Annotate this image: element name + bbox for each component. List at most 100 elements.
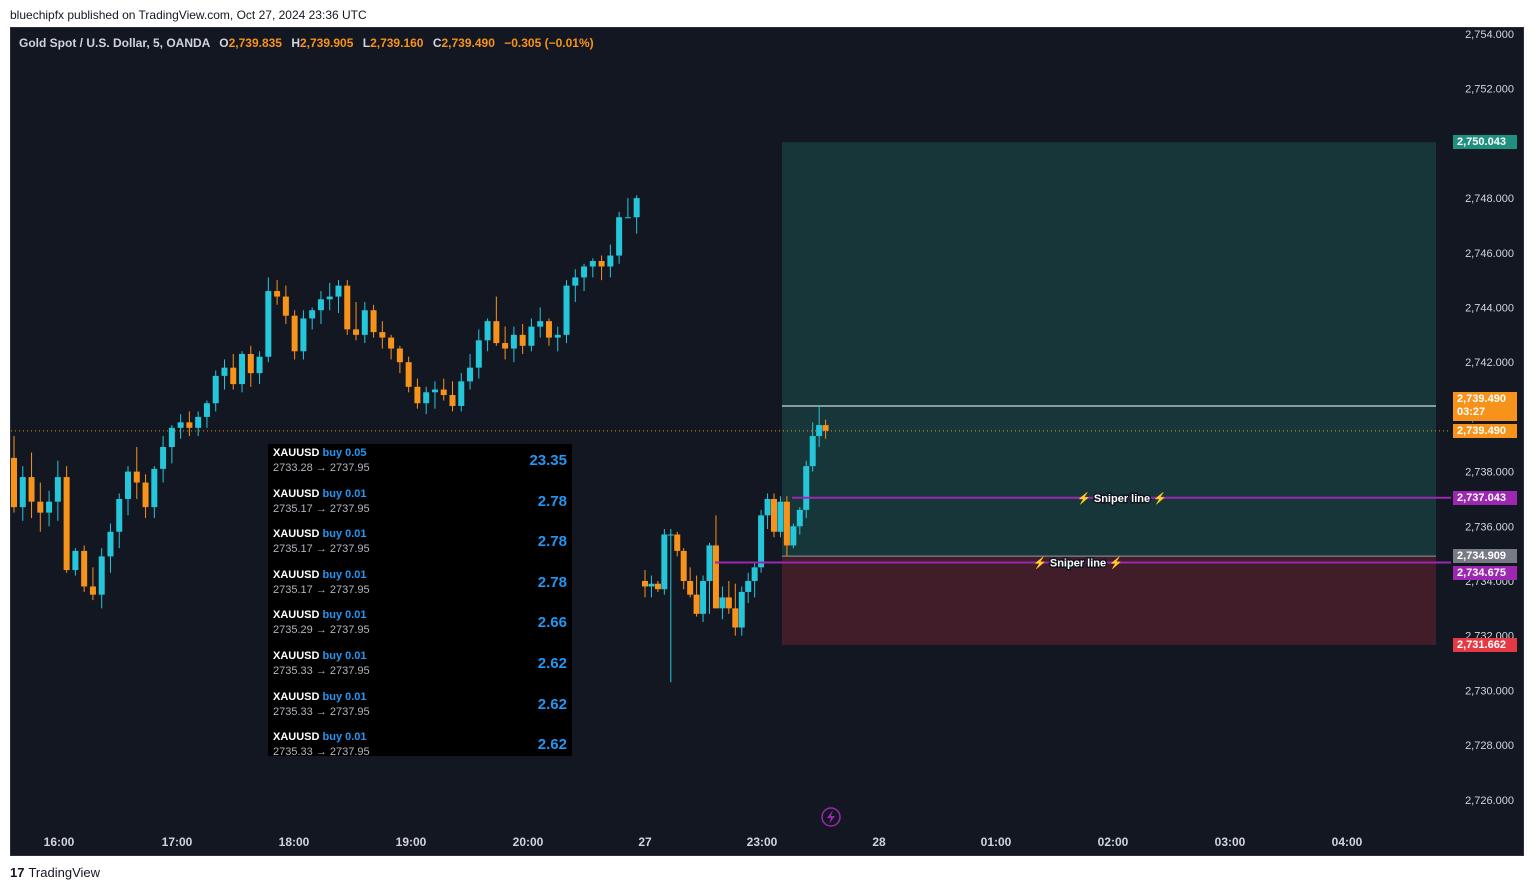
candle-body: [379, 332, 386, 338]
candle-body: [790, 526, 797, 546]
trade-symbol: XAUUSD buy 0.01: [273, 609, 367, 622]
candle-body: [822, 425, 829, 431]
candle-body: [54, 477, 61, 502]
candle-body: [581, 266, 588, 278]
open-value: 2,739.835: [228, 36, 282, 50]
candle-body: [616, 217, 623, 256]
candle-body: [125, 471, 132, 499]
high-value: 2,739.905: [300, 36, 354, 50]
candle-body: [28, 477, 35, 502]
candle-body: [203, 403, 210, 417]
sniper-line-label: ⚡ Sniper line ⚡: [1033, 557, 1123, 570]
candle-body: [300, 318, 307, 352]
close-value: 2,739.490: [441, 36, 495, 50]
trade-row: XAUUSD buy 0.01 2735.29 → 2737.95 2.66: [268, 606, 572, 647]
candle-body: [81, 550, 88, 587]
candle-body: [291, 315, 298, 352]
low-label: L: [362, 36, 371, 50]
candle-body: [633, 198, 640, 218]
trade-range: 2735.33 → 2737.95: [273, 705, 370, 718]
candle-body: [423, 392, 430, 404]
x-tick-label: 27: [638, 835, 652, 849]
candle-body: [484, 321, 491, 341]
trades-panel: XAUUSD buy 0.05 2733.28 → 2737.95 23.35 XAU…: [268, 444, 572, 756]
target-price-tag: 2,750.043: [1453, 135, 1517, 149]
candle-body: [648, 583, 655, 587]
candle-body: [783, 501, 790, 546]
x-tick-label: 18:00: [279, 835, 310, 849]
candle-body: [680, 550, 687, 581]
candle-body: [405, 362, 412, 387]
candle-body: [440, 389, 447, 396]
lightning-icon: [821, 807, 841, 827]
ohlc-legend: Gold Spot / U.S. Dollar, 5, OANDA O2,739…: [19, 36, 594, 50]
trade-pnl: 2.62: [537, 736, 567, 754]
candle-body: [414, 386, 421, 404]
candle-body: [142, 482, 149, 508]
candle-body: [719, 597, 726, 609]
chart-area[interactable]: 2,754.0002,752.0002,750.0002,748.0002,74…: [10, 27, 1524, 856]
candle-body: [274, 291, 281, 297]
x-tick-label: 04:00: [1332, 835, 1363, 849]
lightning-bolt-icon: [827, 810, 835, 824]
candle-body: [598, 261, 605, 267]
candle-body: [589, 261, 596, 267]
candle-body: [467, 367, 474, 382]
candle-body: [777, 501, 784, 532]
y-tick-label: 2,742.000: [1465, 357, 1514, 369]
trade-symbol: XAUUSD buy 0.01: [273, 731, 367, 744]
trade-row: XAUUSD buy 0.01 2735.17 → 2737.95 2.78: [268, 485, 572, 526]
footer: 17 TradingView: [10, 865, 100, 880]
candle-body: [642, 581, 648, 587]
entry-price-tag: 2,734.909: [1453, 549, 1517, 563]
candle-body: [46, 501, 53, 513]
candle-body: [230, 367, 237, 385]
candle-body: [725, 597, 732, 609]
trade-pnl: 2.78: [537, 533, 567, 551]
y-tick-label: 2,728.000: [1465, 740, 1514, 752]
candle-body: [309, 310, 316, 319]
candle-body: [796, 509, 803, 527]
candle-body: [168, 427, 175, 447]
y-tick-label: 2,754.000: [1465, 29, 1514, 41]
trade-range: 2733.28 → 2737.95: [273, 462, 370, 474]
candle-body: [353, 329, 360, 335]
candle-body: [493, 321, 500, 344]
high-label: H: [291, 36, 300, 50]
stop-zone: [782, 556, 1436, 645]
candle-body: [361, 310, 368, 335]
close-label: C: [432, 36, 442, 50]
candle-body: [326, 296, 333, 300]
x-tick-label: 01:00: [981, 835, 1012, 849]
candle-body: [335, 285, 342, 297]
trade-row: XAUUSD buy 0.01 2735.33 → 2737.95 2.62: [268, 688, 572, 729]
sniper1-price-tag: 2,737.043: [1453, 491, 1517, 505]
candle-body: [700, 581, 707, 614]
candle-body: [317, 299, 324, 311]
symbol-title[interactable]: Gold Spot / U.S. Dollar, 5, OANDA: [19, 36, 210, 50]
candle-body: [256, 356, 263, 374]
y-tick-label: 2,752.000: [1465, 84, 1514, 96]
trade-symbol: XAUUSD buy 0.01: [273, 528, 367, 541]
candle-body: [809, 436, 816, 467]
candle-body: [537, 321, 544, 327]
x-tick-label: 17:00: [162, 835, 193, 849]
sniper-line-label: ⚡ Sniper line ⚡: [1077, 492, 1167, 505]
low-value: 2,739.160: [370, 36, 424, 50]
y-tick-label: 2,744.000: [1465, 303, 1514, 315]
trade-range: 2735.17 → 2737.95: [273, 543, 370, 556]
trade-range: 2735.17 → 2737.95: [273, 583, 370, 596]
bar-countdown: 03:27: [1457, 406, 1486, 418]
trade-side: buy 0.01: [322, 609, 367, 622]
candle-body: [758, 515, 765, 568]
y-tick-label: 2,746.000: [1465, 248, 1514, 260]
candle-body: [771, 498, 777, 532]
candle-body: [654, 583, 661, 590]
candle-body: [732, 608, 739, 628]
candle-body: [712, 545, 719, 609]
candlestick-chart[interactable]: 2,754.0002,752.0002,750.0002,748.0002,74…: [11, 28, 1523, 855]
trade-side: buy 0.01: [322, 568, 367, 581]
candle-body: [19, 477, 26, 508]
candle-body: [160, 446, 167, 469]
candle-body: [11, 457, 17, 508]
